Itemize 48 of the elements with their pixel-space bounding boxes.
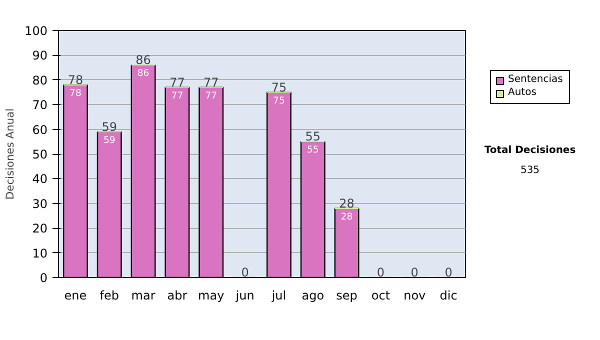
total-label: 28 xyxy=(339,196,354,210)
y-tick-label: 10 xyxy=(32,246,48,260)
data-label: 77 xyxy=(205,90,218,102)
x-tick-label: ene xyxy=(64,288,87,302)
x-tick-label: dic xyxy=(440,288,458,302)
y-tick-label: 50 xyxy=(32,148,48,162)
data-label: 55 xyxy=(306,144,319,156)
data-label: 75 xyxy=(273,95,285,106)
x-tick-label: oct xyxy=(371,288,390,302)
legend-label: Autos xyxy=(507,87,538,100)
total-label: 77 xyxy=(170,75,185,90)
y-tick-label: 60 xyxy=(32,122,48,137)
y-tick-label: 30 xyxy=(32,196,48,211)
data-label: 28 xyxy=(340,211,353,222)
x-tick-label: jul xyxy=(270,288,286,302)
total-label: 0 xyxy=(410,266,418,280)
total-label: 59 xyxy=(102,120,118,134)
total-label: 55 xyxy=(305,130,321,144)
data-label: 86 xyxy=(137,68,150,80)
total-label: 0 xyxy=(376,266,385,280)
text: Total Decisiones xyxy=(483,144,577,158)
y-tick-label: 70 xyxy=(32,98,48,112)
y-tick-label: 100 xyxy=(24,24,48,38)
total-label: 77 xyxy=(203,75,219,90)
total-label: 75 xyxy=(271,80,287,94)
x-tick-label: ago xyxy=(302,288,324,302)
data-label: 77 xyxy=(171,90,184,102)
y-tick-label: 90 xyxy=(32,48,48,63)
y-axis-title: Decisiones Anual xyxy=(4,108,17,200)
x-tick-label: jun xyxy=(234,288,254,302)
total-label: 78 xyxy=(68,72,84,87)
x-tick-label: nov xyxy=(404,288,426,302)
y-tick-label: 40 xyxy=(32,172,48,186)
data-label: 78 xyxy=(70,88,82,99)
y-tick-label: 80 xyxy=(32,73,48,88)
y-tick-label: 0 xyxy=(40,271,48,285)
text: 535 xyxy=(519,164,541,178)
legend-label: Sentencias xyxy=(507,74,564,87)
x-tick-label: mar xyxy=(131,288,156,302)
y-tick-label: 20 xyxy=(32,222,48,236)
x-tick-label: abr xyxy=(167,288,188,302)
total-label: 0 xyxy=(241,266,249,280)
data-label: 59 xyxy=(103,134,116,146)
total-label: 0 xyxy=(444,266,452,280)
x-tick-label: sep xyxy=(336,288,358,302)
x-tick-label: may xyxy=(198,288,224,302)
x-tick-label: feb xyxy=(100,288,119,302)
total-label: 86 xyxy=(136,53,151,68)
